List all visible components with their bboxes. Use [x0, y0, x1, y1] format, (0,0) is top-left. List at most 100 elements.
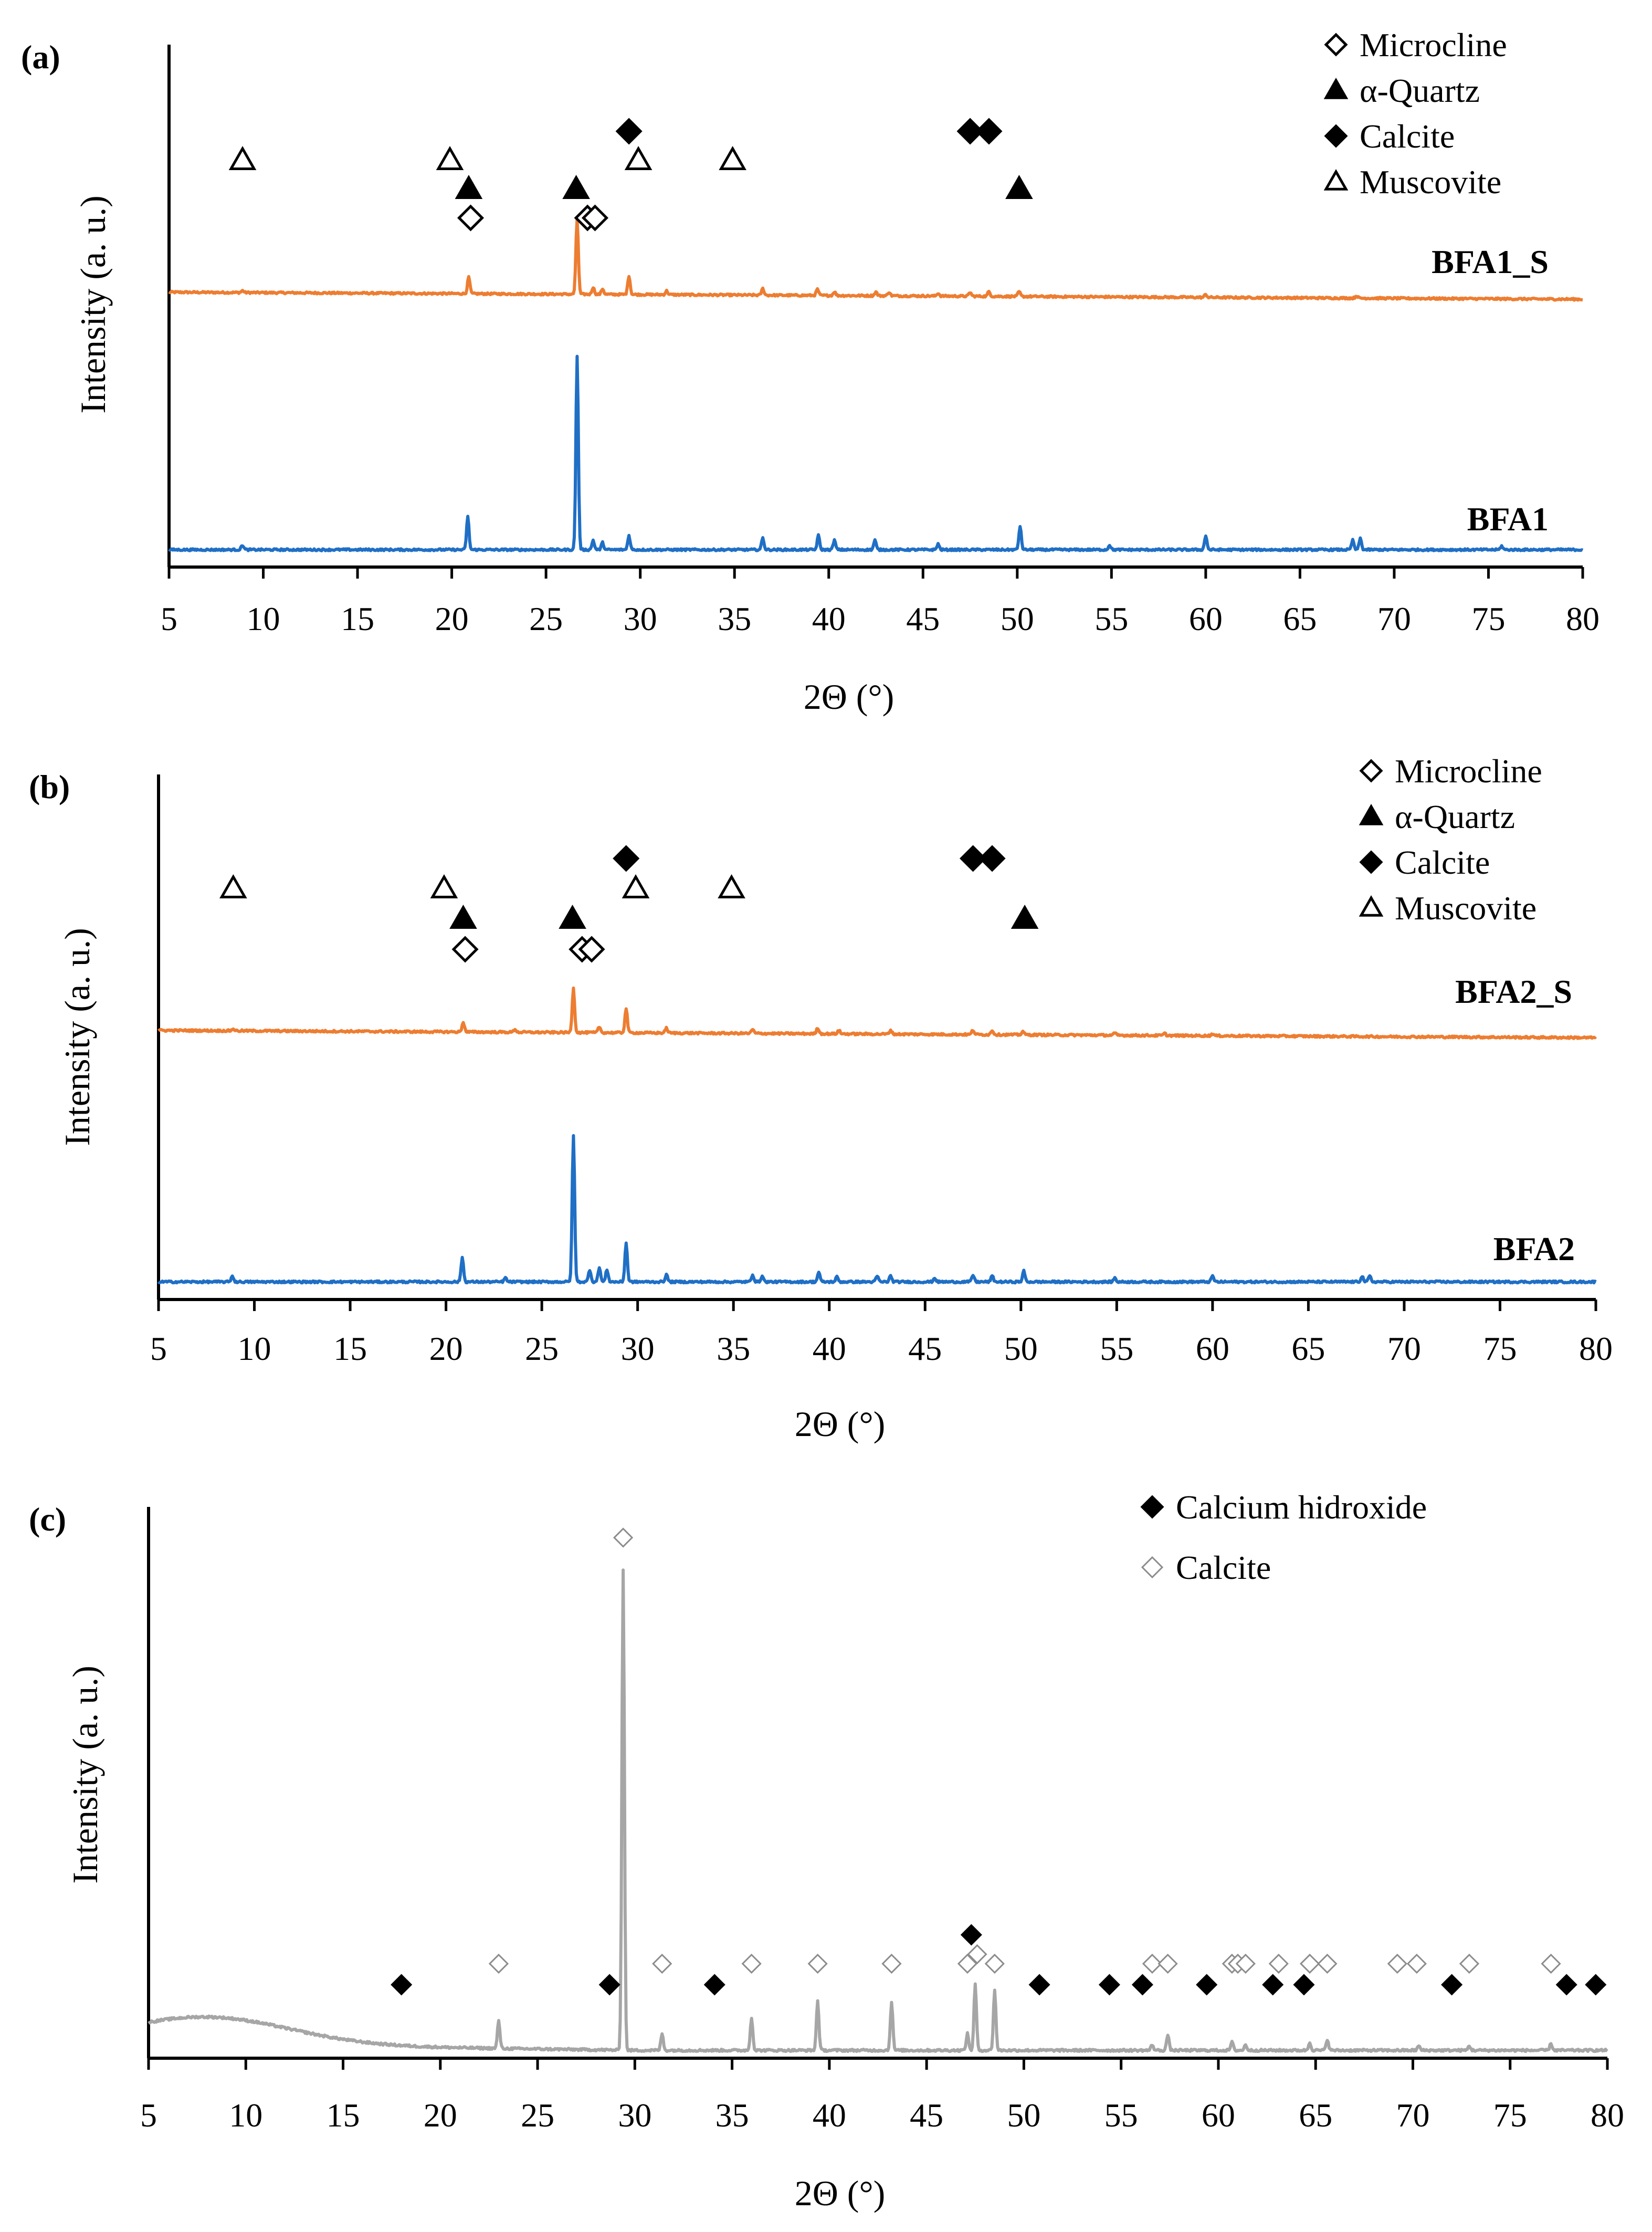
- x-tick-label: 55: [1095, 600, 1128, 637]
- panel-b-label: (b): [29, 768, 70, 805]
- x-tick-label: 80: [1566, 600, 1600, 637]
- marker-calcite: [1299, 1953, 1320, 1974]
- marker-calcite: [488, 1953, 509, 1974]
- x-tick-label: 5: [140, 2097, 157, 2134]
- legend-label: Muscovite: [1395, 889, 1537, 927]
- marker-calcite: [807, 1953, 828, 1974]
- marker-calcite: [1142, 1953, 1163, 1974]
- marker-calcite: [1268, 1953, 1289, 1974]
- legend-symbol--quartz: [1323, 77, 1349, 99]
- panel-c-y-axis-title: Intensity (a. u.): [65, 1665, 105, 1883]
- x-tick-label: 10: [238, 1330, 271, 1367]
- marker-calcite: [975, 118, 1003, 145]
- marker--quartz: [1005, 174, 1033, 199]
- x-tick-label: 70: [1377, 600, 1411, 637]
- panel-b-series-label-bfa2-s: BFA2_S: [1455, 973, 1572, 1010]
- marker-muscovite: [624, 145, 653, 170]
- legend-label: Muscovite: [1360, 163, 1501, 201]
- x-tick-label: 25: [521, 2097, 554, 2134]
- x-tick-label: 60: [1189, 600, 1223, 637]
- x-tick-label: 30: [624, 600, 657, 637]
- series-line-sample: [148, 1568, 1608, 2053]
- legend-symbol-microcline: [1324, 33, 1348, 57]
- series-line-bfa1: [167, 354, 1584, 552]
- marker-muscovite: [430, 874, 458, 898]
- marker-muscovite: [622, 874, 650, 898]
- marker--quartz: [562, 174, 590, 199]
- x-tick-label: 35: [717, 1330, 750, 1367]
- x-tick-label: 20: [424, 2097, 457, 2134]
- x-tick-label: 55: [1104, 2097, 1138, 2134]
- x-tick-label: 70: [1396, 2097, 1429, 2134]
- panel-c-x-axis-title: 2Θ (°): [795, 2173, 886, 2213]
- marker-muscovite: [219, 874, 247, 898]
- marker--quartz: [455, 174, 483, 199]
- marker-calcite: [957, 1953, 978, 1974]
- marker-calcite: [1387, 1953, 1407, 1974]
- marker-calcium-hidroxide: [598, 1974, 620, 1996]
- x-tick-label: 45: [908, 1330, 942, 1367]
- marker-calcite: [956, 118, 984, 145]
- x-tick-label: 15: [341, 600, 374, 637]
- marker-calcite: [615, 118, 643, 145]
- x-tick-label: 75: [1483, 1330, 1517, 1367]
- panel-a-y-axis-title: Intensity (a. u.): [73, 195, 113, 413]
- marker-calcite: [1406, 1953, 1427, 1974]
- x-tick-label: 80: [1579, 1330, 1613, 1367]
- x-tick-label: 35: [718, 600, 751, 637]
- x-tick-label: 10: [229, 2097, 262, 2134]
- legend-symbol-calcium-hidroxide: [1140, 1495, 1164, 1519]
- series-line-bfa1-s: [168, 217, 1584, 302]
- legend-label: Microcline: [1395, 752, 1542, 790]
- x-tick-label: 60: [1202, 2097, 1235, 2134]
- marker-muscovite: [719, 145, 746, 170]
- marker-calcium-hidroxide: [960, 1924, 982, 1946]
- x-tick-label: 65: [1291, 1330, 1325, 1367]
- marker-calcite: [613, 1527, 634, 1548]
- marker-muscovite: [436, 145, 464, 170]
- marker-calcium-hidroxide: [1028, 1974, 1050, 1996]
- panel-b-x-axis-title: 2Θ (°): [795, 1404, 886, 1444]
- legend-label: Calcium hidroxide: [1176, 1489, 1427, 1526]
- marker-calcite: [881, 1953, 902, 1974]
- legend-label: Calcite: [1360, 118, 1455, 155]
- marker-calcium-hidroxide: [391, 1974, 413, 1996]
- marker-microcline: [457, 204, 485, 232]
- x-tick-label: 75: [1493, 2097, 1527, 2134]
- legend-symbol-calcite: [1359, 850, 1383, 874]
- legend-label: Calcite: [1395, 844, 1490, 881]
- marker-calcite: [1158, 1953, 1178, 1974]
- marker-muscovite: [228, 145, 257, 170]
- x-tick-label: 5: [150, 1330, 167, 1367]
- x-tick-label: 15: [333, 1330, 367, 1367]
- panel-a-x-axis-title: 2Θ (°): [804, 677, 895, 717]
- x-tick-label: 60: [1196, 1330, 1229, 1367]
- marker-calcite: [1459, 1953, 1480, 1974]
- marker-microcline: [581, 204, 609, 232]
- marker-calcium-hidroxide: [1441, 1974, 1463, 1996]
- marker-calcite: [967, 1944, 987, 1965]
- x-tick-label: 50: [1004, 1330, 1038, 1367]
- legend-symbol-calcite: [1324, 124, 1348, 148]
- x-tick-label: 20: [435, 600, 469, 637]
- x-tick-label: 70: [1387, 1330, 1421, 1367]
- panel-b-series-label-bfa2: BFA2: [1493, 1230, 1575, 1267]
- series-line-bfa2: [157, 1134, 1597, 1285]
- legend-symbol-muscovite: [1323, 169, 1349, 191]
- x-tick-label: 15: [327, 2097, 360, 2134]
- x-tick-label: 75: [1471, 600, 1505, 637]
- panel-b-y-axis-title: Intensity (a. u.): [57, 928, 97, 1146]
- x-tick-label: 80: [1591, 2097, 1624, 2134]
- legend-symbol-calcite: [1141, 1556, 1164, 1579]
- x-tick-label: 40: [813, 1330, 846, 1367]
- legend-label: α-Quartz: [1360, 72, 1480, 109]
- marker-calcite: [652, 1953, 672, 1974]
- marker-microcline: [451, 936, 479, 963]
- x-tick-label: 25: [525, 1330, 559, 1367]
- panel-c: (c) Intensity (a. u.) 2Θ (°) 5 10 15 20 25 30…: [29, 1489, 1624, 2213]
- panel-a-label: (a): [21, 38, 60, 76]
- marker-calcium-hidroxide: [1293, 1974, 1315, 1996]
- marker-calcite: [984, 1953, 1005, 1974]
- marker--quartz: [559, 904, 586, 929]
